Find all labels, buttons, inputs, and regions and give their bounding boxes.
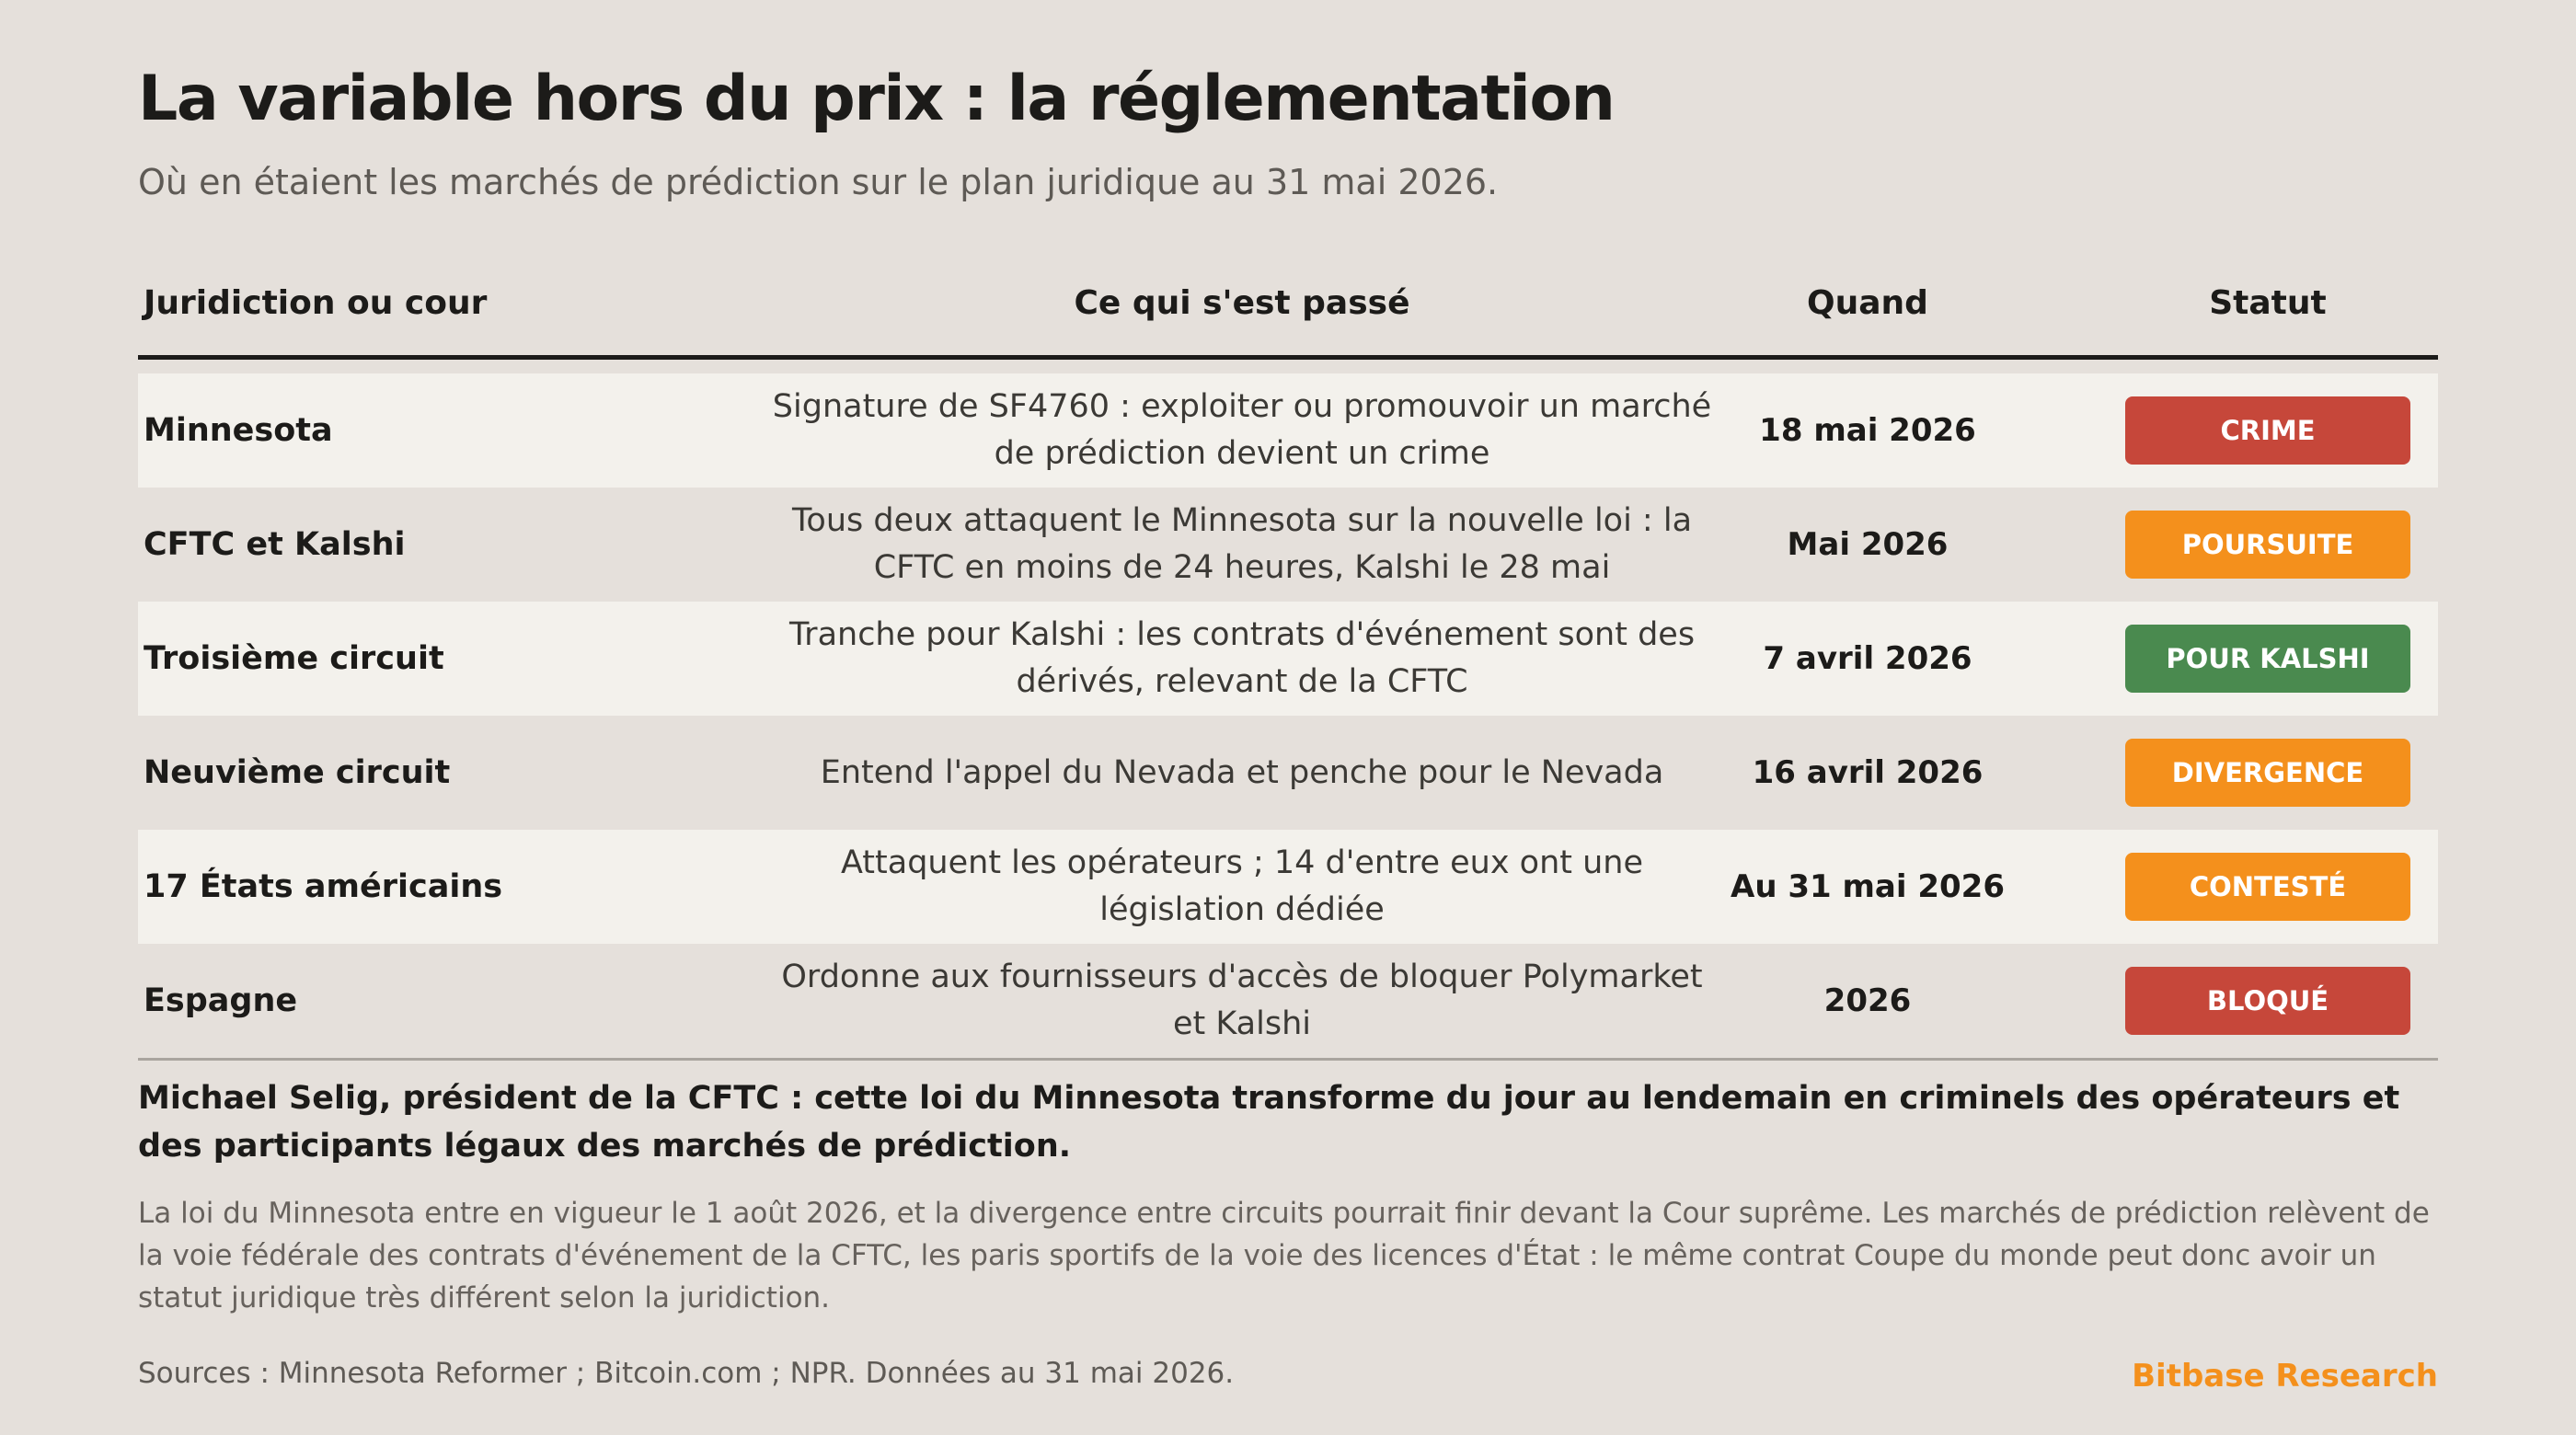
column-header-jurisdiction: Juridiction ou cour [144, 284, 488, 322]
table-row: Troisième circuit Tranche pour Kalshi : … [138, 602, 2438, 716]
table-header: Juridiction ou cour Ce qui s'est passé Q… [138, 276, 2438, 360]
event-text: Ordonne aux fournisseurs d'accès de bloq… [781, 959, 1703, 1042]
event-text: Tous deux attaquent le Minnesota sur la … [791, 502, 1693, 586]
status-badge: CONTESTÉ [2125, 853, 2410, 921]
event-text: Attaquent les opérateurs ; 14 d'entre eu… [840, 844, 1644, 928]
status-badge: CRIME [2125, 396, 2410, 465]
page-subtitle: Où en étaient les marchés de prédiction … [138, 162, 1499, 202]
when-cell: Mai 2026 [1787, 526, 1949, 563]
jurisdiction-cell: CFTC et Kalshi [144, 526, 406, 563]
jurisdiction-cell: 17 États américains [144, 868, 503, 905]
page: La variable hors du prix : la réglementa… [138, 0, 2438, 1435]
status-cell: DIVERGENCE [2116, 716, 2420, 830]
event-cell: Signature de SF4760 : exploiter ou promo… [635, 373, 1849, 488]
status-cell: POURSUITE [2116, 488, 2420, 602]
event-text: Entend l'appel du Nevada et penche pour … [820, 753, 1664, 791]
event-cell: Entend l'appel du Nevada et penche pour … [635, 716, 1849, 830]
status-cell: CRIME [2116, 373, 2420, 488]
column-header-status: Statut [2209, 284, 2327, 322]
column-header-event: Ce qui s'est passé [1074, 284, 1410, 322]
jurisdiction-cell: Minnesota [144, 412, 333, 449]
event-cell: Tous deux attaquent le Minnesota sur la … [635, 488, 1849, 602]
status-cell: POUR KALSHI [2116, 602, 2420, 716]
event-text: Signature de SF4760 : exploiter ou promo… [772, 388, 1712, 472]
sources-text: Sources : Minnesota Reformer ; Bitcoin.c… [138, 1357, 1235, 1390]
table-row: Espagne Ordonne aux fournisseurs d'accès… [138, 944, 2438, 1061]
status-badge: POUR KALSHI [2125, 625, 2410, 693]
table-row: Minnesota Signature de SF4760 : exploite… [138, 373, 2438, 488]
when-cell: Au 31 mai 2026 [1731, 868, 2005, 905]
jurisdiction-cell: Troisième circuit [144, 640, 444, 677]
when-cell: 7 avril 2026 [1763, 640, 1972, 677]
status-badge: POURSUITE [2125, 511, 2410, 579]
page-title: La variable hors du prix : la réglementa… [138, 63, 1616, 135]
status-badge: BLOQUÉ [2125, 967, 2410, 1035]
table-row: 17 États américains Attaquent les opérat… [138, 830, 2438, 944]
quote-text: Michael Selig, président de la CFTC : ce… [138, 1080, 2400, 1165]
event-cell: Tranche pour Kalshi : les contrats d'évé… [635, 602, 1849, 716]
event-cell: Ordonne aux fournisseurs d'accès de bloq… [635, 944, 1849, 1058]
table-body: Minnesota Signature de SF4760 : exploite… [138, 373, 2438, 1061]
when-cell: 16 avril 2026 [1752, 754, 1984, 791]
brand-label: Bitbase Research [2132, 1358, 2438, 1395]
when-cell: 18 mai 2026 [1759, 412, 1976, 449]
status-cell: BLOQUÉ [2116, 944, 2420, 1058]
status-badge: DIVERGENCE [2125, 739, 2410, 807]
column-header-when: Quand [1807, 284, 1928, 322]
table-row: CFTC et Kalshi Tous deux attaquent le Mi… [138, 488, 2438, 602]
jurisdiction-cell: Espagne [144, 982, 298, 1019]
status-cell: CONTESTÉ [2116, 830, 2420, 944]
event-cell: Attaquent les opérateurs ; 14 d'entre eu… [635, 830, 1849, 944]
event-text: Tranche pour Kalshi : les contrats d'évé… [788, 616, 1696, 700]
when-cell: 2026 [1823, 982, 1912, 1019]
table-row: Neuvième circuit Entend l'appel du Nevad… [138, 716, 2438, 830]
jurisdiction-cell: Neuvième circuit [144, 754, 451, 791]
note-text: La loi du Minnesota entre en vigueur le … [138, 1197, 2430, 1314]
